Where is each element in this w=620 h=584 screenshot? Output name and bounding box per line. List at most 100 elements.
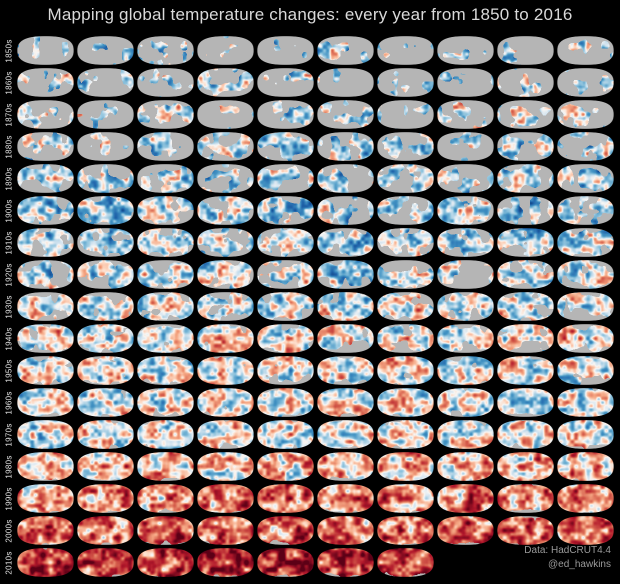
- decade-label-cell: 1910s: [0, 228, 17, 257]
- anomaly-map-1992: [137, 484, 194, 513]
- anomaly-map-1933: [197, 292, 254, 321]
- anomaly-map-1953: [197, 356, 254, 385]
- anomaly-map-1908: [497, 196, 554, 225]
- anomaly-map-1854: [257, 36, 314, 65]
- decade-label: 1990s: [4, 486, 13, 511]
- decade-label-cell: 1960s: [0, 388, 17, 417]
- anomaly-map-1960: [17, 388, 74, 417]
- anomaly-map-1964: [257, 388, 314, 417]
- author-handle: @ed_hawkins: [548, 558, 611, 570]
- decade-label: 1890s: [4, 166, 13, 191]
- decade-row-1910s: 1910s: [0, 228, 617, 257]
- anomaly-map-2010: [17, 548, 74, 577]
- anomaly-map-1937: [437, 292, 494, 321]
- anomaly-map-1981: [77, 452, 134, 481]
- anomaly-map-1921: [77, 260, 134, 289]
- anomaly-map-2015: [317, 548, 374, 577]
- decade-row-1880s: 1880s: [0, 132, 617, 161]
- anomaly-map-2005: [317, 516, 374, 545]
- decade-label: 1900s: [4, 198, 13, 223]
- anomaly-map-1891: [77, 164, 134, 193]
- decade-label-cell: 1990s: [0, 484, 17, 513]
- anomaly-map-1856: [377, 36, 434, 65]
- decade-row-1950s: 1950s: [0, 356, 617, 385]
- decade-label: 1880s: [4, 134, 13, 159]
- anomaly-map-1918: [497, 228, 554, 257]
- decade-label: 1960s: [4, 390, 13, 415]
- anomaly-map-1980: [17, 452, 74, 481]
- anomaly-map-1957: [437, 356, 494, 385]
- anomaly-map-1897: [437, 164, 494, 193]
- anomaly-map-1853: [197, 36, 254, 65]
- decade-row-1980s: 1980s: [0, 452, 617, 481]
- anomaly-map-1993: [197, 484, 254, 513]
- anomaly-map-1899: [557, 164, 614, 193]
- decade-label: 1860s: [4, 70, 13, 95]
- anomaly-map-1886: [377, 132, 434, 161]
- decade-row-2010s: 2010s: [0, 548, 617, 577]
- anomaly-map-1947: [437, 324, 494, 353]
- anomaly-map-1866: [377, 68, 434, 97]
- decade-row-1960s: 1960s: [0, 388, 617, 417]
- decade-label-cell: 1930s: [0, 292, 17, 321]
- anomaly-map-1863: [197, 68, 254, 97]
- anomaly-map-1916: [377, 228, 434, 257]
- anomaly-map-1900: [17, 196, 74, 225]
- anomaly-map-1870: [17, 100, 74, 129]
- anomaly-map-1903: [197, 196, 254, 225]
- anomaly-map-1912: [137, 228, 194, 257]
- anomaly-map-1909: [557, 196, 614, 225]
- anomaly-map-1924: [257, 260, 314, 289]
- anomaly-map-1932: [137, 292, 194, 321]
- anomaly-map-2012: [137, 548, 194, 577]
- anomaly-map-1983: [197, 452, 254, 481]
- anomaly-map-1952: [137, 356, 194, 385]
- anomaly-map-1996: [377, 484, 434, 513]
- anomaly-map-1894: [257, 164, 314, 193]
- anomaly-map-1907: [437, 196, 494, 225]
- anomaly-map-1959: [557, 356, 614, 385]
- anomaly-map-2006: [377, 516, 434, 545]
- anomaly-map-1949: [557, 324, 614, 353]
- data-source-label: Data: HadCRUT4.4: [524, 545, 611, 556]
- anomaly-map-1879: [557, 100, 614, 129]
- anomaly-map-1868: [497, 68, 554, 97]
- decade-label-cell: 1860s: [0, 68, 17, 97]
- decade-label-cell: 1980s: [0, 452, 17, 481]
- anomaly-map-1885: [317, 132, 374, 161]
- decade-row-1890s: 1890s: [0, 164, 617, 193]
- anomaly-map-1969: [557, 388, 614, 417]
- anomaly-map-1929: [557, 260, 614, 289]
- anomaly-map-1898: [497, 164, 554, 193]
- decade-label-cell: 1940s: [0, 324, 17, 353]
- decade-row-1860s: 1860s: [0, 68, 617, 97]
- anomaly-map-1961: [77, 388, 134, 417]
- anomaly-map-1975: [317, 420, 374, 449]
- anomaly-map-1963: [197, 388, 254, 417]
- decade-label: 2010s: [4, 550, 13, 575]
- decade-label: 1940s: [4, 326, 13, 351]
- anomaly-map-1938: [497, 292, 554, 321]
- anomaly-map-1977: [437, 420, 494, 449]
- anomaly-map-1880: [17, 132, 74, 161]
- anomaly-map-1941: [77, 324, 134, 353]
- anomaly-map-1962: [137, 388, 194, 417]
- anomaly-map-1998: [497, 484, 554, 513]
- decade-label: 1970s: [4, 422, 13, 447]
- anomaly-map-1864: [257, 68, 314, 97]
- anomaly-map-1940: [17, 324, 74, 353]
- anomaly-map-1901: [77, 196, 134, 225]
- anomaly-map-1990: [17, 484, 74, 513]
- anomaly-map-2011: [77, 548, 134, 577]
- anomaly-map-1896: [377, 164, 434, 193]
- anomaly-map-1951: [77, 356, 134, 385]
- anomaly-map-1997: [437, 484, 494, 513]
- anomaly-map-2004: [257, 516, 314, 545]
- decade-label: 1920s: [4, 262, 13, 287]
- anomaly-map-1926: [377, 260, 434, 289]
- anomaly-map-1976: [377, 420, 434, 449]
- anomaly-map-1967: [437, 388, 494, 417]
- anomaly-map-1986: [377, 452, 434, 481]
- anomaly-map-1855: [317, 36, 374, 65]
- anomaly-map-1972: [137, 420, 194, 449]
